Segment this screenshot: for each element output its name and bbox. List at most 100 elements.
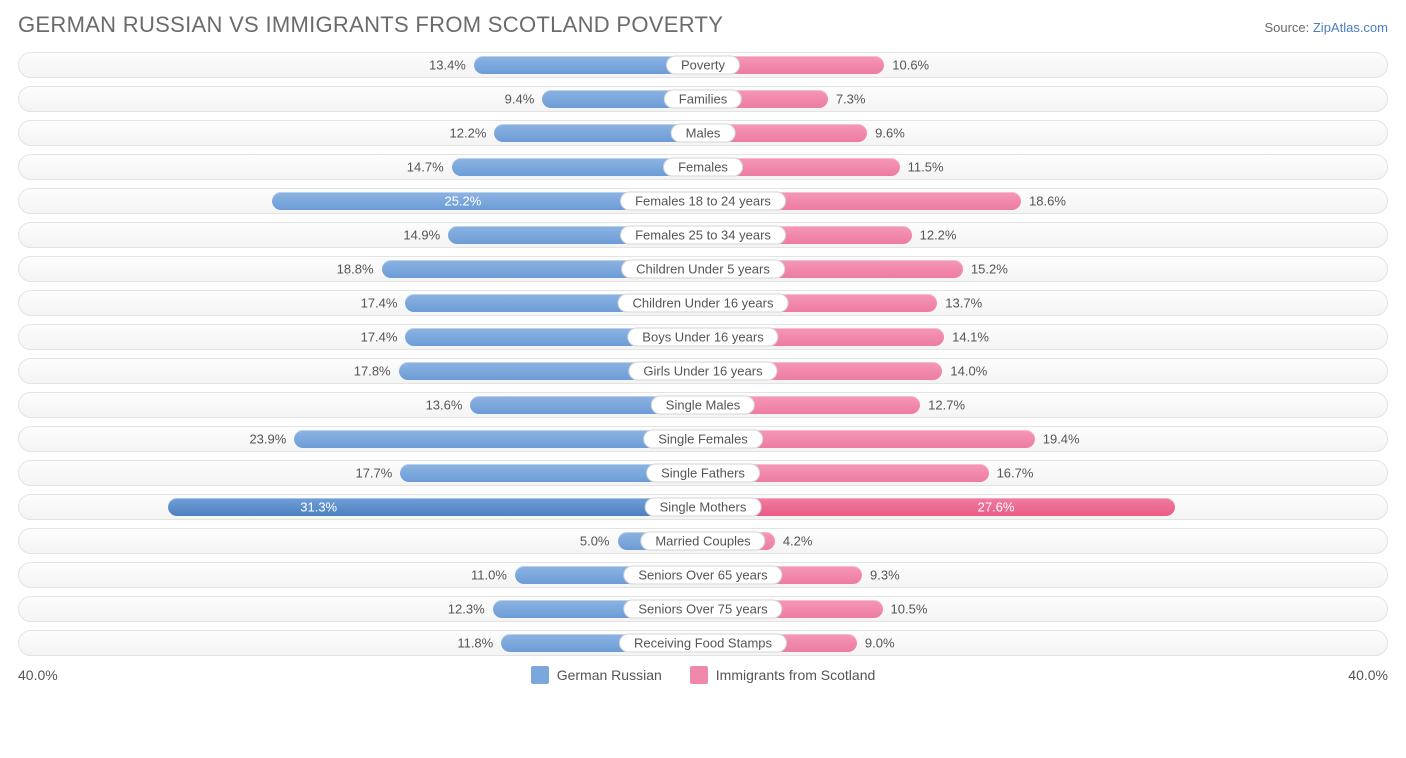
row-label: Seniors Over 65 years <box>623 566 782 585</box>
row-label: Girls Under 16 years <box>628 362 777 381</box>
row-left-half: 9.4% <box>19 87 703 111</box>
pct-left: 25.2% <box>444 194 481 209</box>
bar-left: 31.3% <box>168 498 703 516</box>
row-right-half: 12.2% <box>703 223 1387 247</box>
row-right-half: 7.3% <box>703 87 1387 111</box>
pct-left: 13.4% <box>429 58 466 73</box>
chart-row: Children Under 16 years 17.4% 13.7% <box>18 290 1388 316</box>
pct-left: 14.7% <box>407 160 444 175</box>
row-left-half: 5.0% <box>19 529 703 553</box>
row-label: Single Females <box>643 430 763 449</box>
row-left-half: 13.4% <box>19 53 703 77</box>
chart-row: Children Under 5 years 18.8% 15.2% <box>18 256 1388 282</box>
chart-row: Single Fathers17.7%16.7% <box>18 460 1388 486</box>
chart-source: Source: ZipAtlas.com <box>1264 20 1388 35</box>
row-right-half: 10.5% <box>703 597 1387 621</box>
row-label: Females <box>663 158 743 177</box>
pct-right: 10.6% <box>892 58 929 73</box>
row-left-half: 12.3% <box>19 597 703 621</box>
chart-rows: Poverty13.4%10.6%Families9.4%7.3%Males12… <box>18 52 1388 656</box>
row-right-half: 19.4% <box>703 427 1387 451</box>
pct-left: 31.3% <box>300 500 337 515</box>
pct-left: 18.8% <box>337 262 374 277</box>
row-right-half: 14.0% <box>703 359 1387 383</box>
axis-max-right: 40.0% <box>1348 667 1388 683</box>
row-left-half: 12.2% <box>19 121 703 145</box>
row-right-half: 4.2% <box>703 529 1387 553</box>
row-right-half: 16.7% <box>703 461 1387 485</box>
row-left-half: 14.7% <box>19 155 703 179</box>
bar-right: 27.6% <box>703 498 1175 516</box>
row-right-half: 13.7% <box>703 291 1387 315</box>
pct-left: 17.4% <box>361 330 398 345</box>
chart-row: Seniors Over 65 years 11.0% 9.3% <box>18 562 1388 588</box>
chart-row: Seniors Over 75 years 12.3% 10.5% <box>18 596 1388 622</box>
chart-row: Single Mothers 31.3% 27.6% <box>18 494 1388 520</box>
pct-right: 11.5% <box>908 160 944 175</box>
legend-swatch-left <box>531 666 549 684</box>
pct-left: 11.0% <box>471 568 507 583</box>
source-prefix: Source: <box>1264 20 1312 35</box>
chart-row: Males 12.2% 9.6% <box>18 120 1388 146</box>
pct-left: 9.4% <box>505 92 535 107</box>
pct-right: 9.0% <box>865 636 895 651</box>
pct-right: 13.7% <box>945 296 982 311</box>
chart-row: Single Males13.6%12.7% <box>18 392 1388 418</box>
pct-right: 14.1% <box>952 330 989 345</box>
bar-left <box>294 430 703 448</box>
row-left-half: 11.0% <box>19 563 703 587</box>
chart-row: Girls Under 16 years 17.8% 14.0% <box>18 358 1388 384</box>
row-right-half: 10.6% <box>703 53 1387 77</box>
pct-right: 14.0% <box>950 364 987 379</box>
row-left-half: 31.3% <box>19 495 703 519</box>
row-right-half: 9.3% <box>703 563 1387 587</box>
pct-left: 17.4% <box>361 296 398 311</box>
chart-row: Single Females23.9%19.4% <box>18 426 1388 452</box>
row-label: Children Under 5 years <box>621 260 785 279</box>
chart-row: Families9.4%7.3% <box>18 86 1388 112</box>
row-left-half: 14.9% <box>19 223 703 247</box>
pct-right: 7.3% <box>836 92 866 107</box>
chart-row: Married Couples5.0%4.2% <box>18 528 1388 554</box>
legend-item-right: Immigrants from Scotland <box>690 666 876 684</box>
row-left-half: 17.7% <box>19 461 703 485</box>
row-label: Seniors Over 75 years <box>623 600 782 619</box>
source-link[interactable]: ZipAtlas.com <box>1313 20 1388 35</box>
pct-left: 12.2% <box>450 126 487 141</box>
row-left-half: 17.4% <box>19 325 703 349</box>
pct-right: 9.6% <box>875 126 905 141</box>
row-left-half: 13.6% <box>19 393 703 417</box>
chart-header: GERMAN RUSSIAN VS IMMIGRANTS FROM SCOTLA… <box>18 12 1388 38</box>
pct-right: 15.2% <box>971 262 1008 277</box>
pct-right: 12.7% <box>928 398 965 413</box>
row-left-half: 18.8% <box>19 257 703 281</box>
row-right-half: 9.0% <box>703 631 1387 655</box>
row-left-half: 11.8% <box>19 631 703 655</box>
row-label: Males <box>671 124 736 143</box>
chart-row: Females 25 to 34 years14.9%12.2% <box>18 222 1388 248</box>
row-left-half: 17.4% <box>19 291 703 315</box>
pct-left: 17.8% <box>354 364 391 379</box>
chart-row: Females 14.7% 11.5% <box>18 154 1388 180</box>
row-right-half: 14.1% <box>703 325 1387 349</box>
pct-right: 10.5% <box>891 602 928 617</box>
row-label: Children Under 16 years <box>618 294 789 313</box>
row-label: Single Mothers <box>645 498 762 517</box>
row-right-half: 27.6% <box>703 495 1387 519</box>
row-right-half: 15.2% <box>703 257 1387 281</box>
row-right-half: 12.7% <box>703 393 1387 417</box>
chart-footer: 40.0% German Russian Immigrants from Sco… <box>18 664 1388 684</box>
axis-max-left: 40.0% <box>18 667 58 683</box>
row-label: Receiving Food Stamps <box>619 634 787 653</box>
pct-right: 27.6% <box>978 500 1015 515</box>
legend-swatch-right <box>690 666 708 684</box>
row-right-half: 9.6% <box>703 121 1387 145</box>
row-label: Boys Under 16 years <box>627 328 778 347</box>
chart-row: Poverty13.4%10.6% <box>18 52 1388 78</box>
legend-label-left: German Russian <box>557 667 662 683</box>
chart-row: Boys Under 16 years 17.4% 14.1% <box>18 324 1388 350</box>
pct-right: 19.4% <box>1043 432 1080 447</box>
row-label: Females 25 to 34 years <box>620 226 786 245</box>
pct-left: 12.3% <box>448 602 485 617</box>
pct-left: 13.6% <box>426 398 463 413</box>
